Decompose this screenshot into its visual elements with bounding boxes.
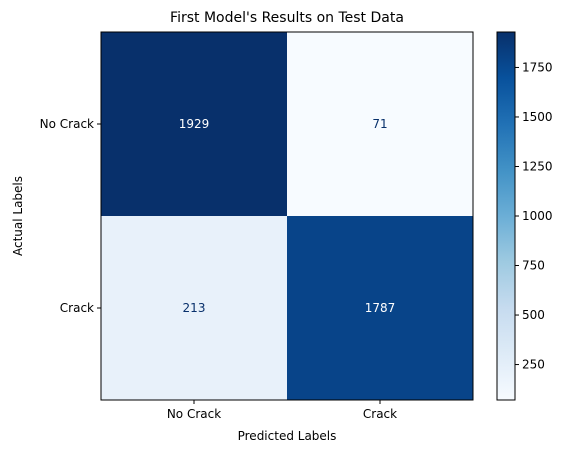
- colorbar-tick-label: 1250: [522, 159, 553, 173]
- cell-value-label: 1787: [365, 301, 396, 315]
- x-tick-label: Crack: [363, 407, 397, 421]
- plot-frame: [100, 31, 474, 401]
- cell-value-label: 71: [372, 117, 387, 131]
- heatmap-cell: [287, 216, 473, 400]
- x-tick-label: No Crack: [167, 407, 221, 421]
- heatmap-cell: [101, 216, 287, 400]
- colorbar-tick-label: 250: [522, 358, 545, 372]
- colorbar: [496, 31, 516, 401]
- heatmap-cell: [287, 32, 473, 216]
- cell-value-label: 1929: [179, 117, 210, 131]
- y-axis-ticks: No Crack Crack: [40, 117, 101, 315]
- chart-title: First Model's Results on Test Data: [170, 10, 404, 26]
- cell-value-label: 213: [183, 301, 206, 315]
- colorbar-tick-label: 1750: [522, 60, 553, 74]
- colorbar-tick-label: 750: [522, 259, 545, 273]
- colorbar-tick-label: 1500: [522, 110, 553, 124]
- heatmap-cells: 1929 71 213 1787: [101, 32, 473, 400]
- y-axis-label: Actual Labels: [11, 176, 25, 256]
- colorbar-tick-label: 1000: [522, 209, 553, 223]
- heatmap-cell: [101, 32, 287, 216]
- y-tick-label: No Crack: [40, 117, 94, 131]
- colorbar-tick-label: 500: [522, 308, 545, 322]
- x-axis-ticks: No Crack Crack: [167, 400, 397, 421]
- y-tick-label: Crack: [60, 301, 94, 315]
- x-axis-label: Predicted Labels: [238, 429, 337, 443]
- colorbar-ticks: 250 500 750 1000 1250 1500 1750: [515, 60, 553, 372]
